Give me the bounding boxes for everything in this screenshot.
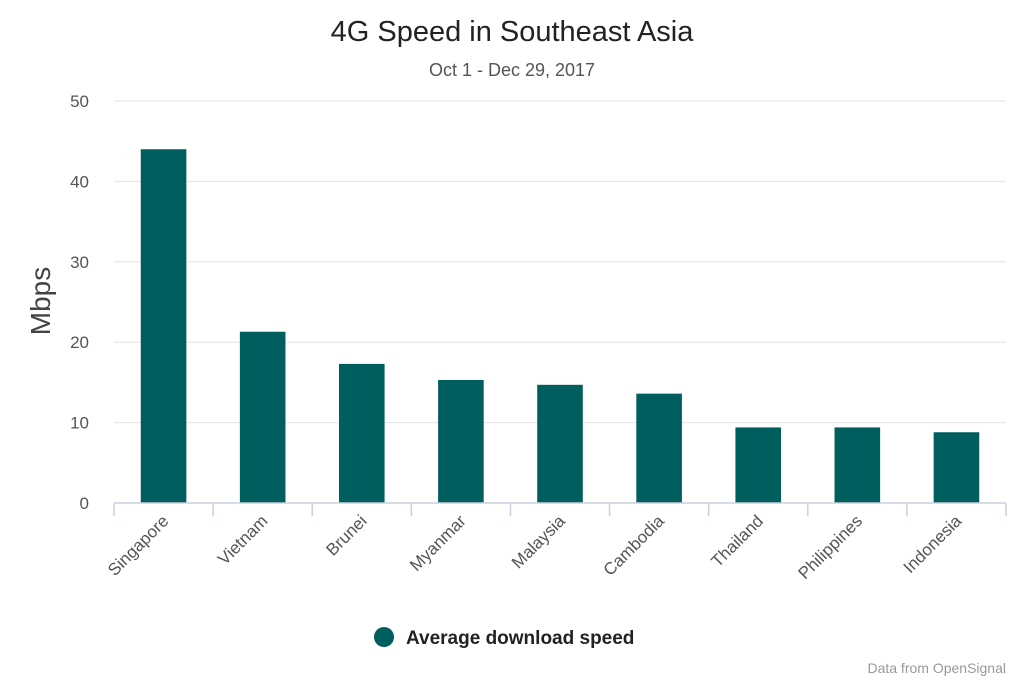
bar xyxy=(438,379,484,503)
y-tick-label: 40 xyxy=(70,172,89,191)
chart-subtitle: Oct 1 - Dec 29, 2017 xyxy=(429,60,595,80)
chart-title: 4G Speed in Southeast Asia xyxy=(331,16,695,48)
y-tick-label: 50 xyxy=(70,92,89,111)
x-tick-label: Vietnam xyxy=(214,511,271,568)
y-tick-label: 10 xyxy=(70,414,89,433)
y-tick-label: 20 xyxy=(70,333,89,352)
x-tick-label: Cambodia xyxy=(600,511,669,580)
bar xyxy=(537,384,583,503)
credit-text[interactable]: Data from OpenSignal xyxy=(867,660,1006,676)
x-axis xyxy=(113,502,1007,516)
x-tick-label: Malaysia xyxy=(508,511,569,572)
bar xyxy=(834,427,881,503)
legend-swatch xyxy=(374,627,394,647)
x-tick-label: Philippines xyxy=(795,511,867,583)
bars xyxy=(140,149,980,504)
y-axis-ticks: 0 10 20 30 40 50 xyxy=(70,92,89,513)
bar xyxy=(636,393,682,503)
x-tick-label: Indonesia xyxy=(900,511,966,577)
x-tick-label: Singapore xyxy=(104,511,172,579)
legend[interactable]: Average download speed xyxy=(374,627,634,649)
bar xyxy=(338,363,385,503)
x-tick-label: Thailand xyxy=(707,511,767,571)
y-tick-label: 30 xyxy=(70,253,89,272)
y-tick-label: 0 xyxy=(80,494,89,513)
bar xyxy=(933,432,980,503)
bar xyxy=(239,331,286,503)
x-tick-label: Myanmar xyxy=(406,511,470,575)
y-axis-label: Mbps xyxy=(25,267,56,335)
x-tick-label: Brunei xyxy=(322,511,370,559)
x-axis-tick-labels: Singapore Vietnam Brunei Myanmar Malaysia Cam… xyxy=(104,511,966,583)
bar xyxy=(735,427,782,503)
legend-label[interactable]: Average download speed xyxy=(406,628,634,649)
bar xyxy=(140,149,187,504)
